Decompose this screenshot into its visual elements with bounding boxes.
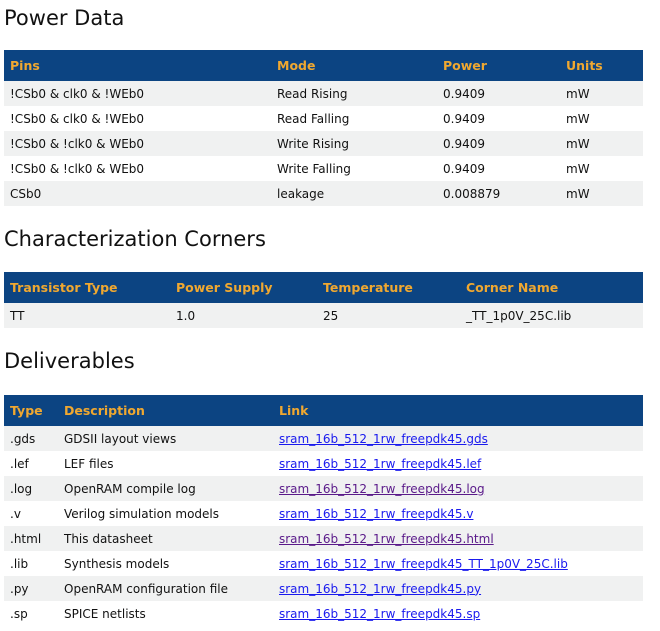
table-cell: CSb0 [4,181,271,206]
link-cell: sram_16b_512_1rw_freepdk45.gds [273,426,643,451]
table-cell: GDSII layout views [58,426,273,451]
table-cell: .v [10,506,21,521]
column-header: Transistor Type [4,272,170,303]
column-header: Power [437,50,560,81]
table-cell: Read Falling [277,111,350,126]
link-cell: sram_16b_512_1rw_freepdk45.log [273,476,643,501]
table-row: .lef LEF files sram_16b_512_1rw_freepdk45.… [4,451,643,476]
link-cell: sram_16b_512_1rw_freepdk45.html [273,526,643,551]
column-header: Units [560,50,643,81]
table-row: .gds GDSII layout views sram_16b_512_1rw_f… [4,426,643,451]
table-cell: !CSb0 & clk0 & !WEb0 [4,81,271,106]
table-cell: mW [566,161,590,176]
link-cell: sram_16b_512_1rw_freepdk45.lef [273,451,643,476]
table-cell: .py [4,576,58,601]
table-cell: 0.9409 [443,111,485,126]
table-row: .lib Synthesis models sram_16b_512_1rw_fre… [4,551,643,576]
table-cell: !CSb0 & clk0 & !WEb0 [10,111,145,126]
table-cell: Write Falling [277,161,351,176]
table-row: TT 1.0 25 _TT_1p0V_25C.lib [4,303,643,328]
table-row: !CSb0 & clk0 & !WEb0 Read Falling 0.9409 mW [4,106,643,131]
table-cell: TT [4,303,170,328]
characterization-corners-table: Transistor Type Power Supply Temperature Co… [4,272,643,328]
deliverables-table: Type Description Link .gds GDSII layout view… [4,395,643,626]
link-cell: sram_16b_512_1rw_freepdk45.sp [273,601,643,626]
table-cell: Verilog simulation models [64,506,220,521]
deliverable-link[interactable]: sram_16b_512_1rw_freepdk45.py [279,581,482,596]
table-row: !CSb0 & clk0 & !WEb0 Read Rising 0.9409 mW [4,81,643,106]
table-cell: SPICE netlists [64,606,146,621]
column-header: Power Supply [170,272,317,303]
table-cell: 0.9409 [437,131,560,156]
table-cell: 1.0 [170,303,317,328]
column-header: Description [58,395,273,426]
table-row: .log OpenRAM compile log sram_16b_512_1rw_… [4,476,643,501]
table-cell: OpenRAM compile log [58,476,273,501]
table-cell: 0.9409 [443,161,485,176]
power-data-heading: Power Data [4,6,125,30]
column-header: Type [4,395,58,426]
deliverable-link[interactable]: sram_16b_512_1rw_freepdk45.gds [279,431,488,446]
deliverable-link[interactable]: sram_16b_512_1rw_freepdk45.html [279,531,494,546]
table-cell: This datasheet [58,526,273,551]
table-row: !CSb0 & !clk0 & WEb0 Write Falling 0.9409 m… [4,156,643,181]
deliverable-link[interactable]: sram_16b_512_1rw_freepdk45_TT_1p0V_25C.l… [279,556,568,571]
table-cell: .lef [10,456,29,471]
header-row: Pins Mode Power Units [4,50,643,81]
table-row: CSb0 leakage 0.008879 mW [4,181,643,206]
table-row: .html This datasheet sram_16b_512_1rw_free… [4,526,643,551]
table-cell: mW [566,111,590,126]
column-header: Link [273,395,643,426]
column-header: Temperature [317,272,460,303]
table-cell: 0.008879 [437,181,560,206]
deliverable-link[interactable]: sram_16b_512_1rw_freepdk45.v [279,506,474,521]
deliverable-link[interactable]: sram_16b_512_1rw_freepdk45.sp [279,606,481,621]
table-cell: .gds [4,426,58,451]
table-cell: 0.9409 [437,81,560,106]
table-cell: .lib [10,556,29,571]
table-row: .sp SPICE netlists sram_16b_512_1rw_freepd… [4,601,643,626]
table-cell: leakage [271,181,437,206]
power-data-table: Pins Mode Power Units !CSb0 & clk0 & !WEb0 Re… [4,50,643,206]
characterization-corners-heading: Characterization Corners [4,227,266,251]
table-cell: Write Rising [271,131,437,156]
link-cell: sram_16b_512_1rw_freepdk45_TT_1p0V_25C.l… [273,551,643,576]
table-cell: _TT_1p0V_25C.lib [460,303,643,328]
table-cell: mW [560,131,643,156]
header-row: Type Description Link [4,395,643,426]
table-cell: Read Rising [271,81,437,106]
link-cell: sram_16b_512_1rw_freepdk45.py [273,576,643,601]
table-cell: .sp [10,606,28,621]
table-cell: .log [4,476,58,501]
table-cell: mW [560,81,643,106]
table-cell: OpenRAM configuration file [58,576,273,601]
table-row: .py OpenRAM configuration file sram_16b_51… [4,576,643,601]
table-cell: !CSb0 & !clk0 & WEb0 [10,161,145,176]
table-row: .v Verilog simulation models sram_16b_512_… [4,501,643,526]
table-cell: !CSb0 & !clk0 & WEb0 [4,131,271,156]
column-header: Pins [4,50,271,81]
column-header: Corner Name [460,272,643,303]
table-cell: LEF files [64,456,114,471]
table-cell: Synthesis models [64,556,170,571]
table-cell: mW [560,181,643,206]
link-cell: sram_16b_512_1rw_freepdk45.v [273,501,643,526]
table-row: !CSb0 & !clk0 & WEb0 Write Rising 0.9409 mW [4,131,643,156]
table-cell: .html [4,526,58,551]
header-row: Transistor Type Power Supply Temperature Co… [4,272,643,303]
deliverable-link[interactable]: sram_16b_512_1rw_freepdk45.lef [279,456,482,471]
column-header: Mode [271,50,437,81]
deliverables-heading: Deliverables [4,349,135,373]
table-cell: 25 [317,303,460,328]
deliverable-link[interactable]: sram_16b_512_1rw_freepdk45.log [279,481,485,496]
